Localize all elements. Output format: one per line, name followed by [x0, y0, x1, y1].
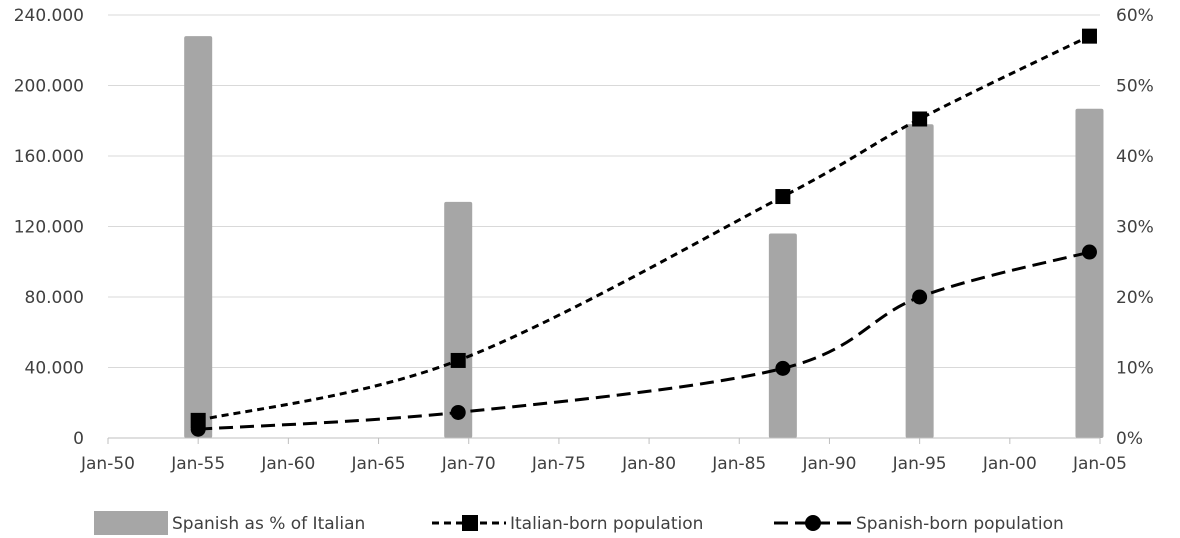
- legend-label-italian: Italian-born population: [510, 514, 703, 534]
- series-line-spanish: [198, 250, 1090, 431]
- y-left-tick-label: 120.000: [14, 218, 84, 238]
- x-tick-label: Jan-55: [170, 454, 225, 474]
- series-line-italian: [197, 34, 1091, 422]
- x-tick-label: Jan-70: [441, 454, 496, 474]
- y-left-tick-label: 240.000: [14, 6, 84, 26]
- y-left-tick-label: 160.000: [14, 147, 84, 167]
- y-right-tick-label: 30%: [1116, 218, 1154, 238]
- x-axis: Jan-50 Jan-55 Jan-60 Jan-65 Jan-70 Jan-75 Jan-…: [80, 437, 1127, 474]
- y-right-tick-label: 10%: [1116, 359, 1154, 379]
- x-tick-label: Jan-90: [801, 454, 856, 474]
- x-tick-label: Jan-65: [351, 454, 406, 474]
- bar: [184, 36, 213, 439]
- y-left-tick-label: 80.000: [25, 288, 84, 308]
- legend: Spanish as % of Italian Italian-born pop…: [94, 511, 1064, 535]
- x-tick-label: Jan-85: [711, 454, 766, 474]
- y-left-tick-label: 40.000: [25, 359, 84, 379]
- point-marker-square: [1081, 28, 1097, 44]
- legend-square-marker-icon: [462, 515, 478, 531]
- legend-circle-marker-icon: [805, 515, 821, 531]
- point-marker-circle: [1081, 244, 1097, 260]
- legend-bar-swatch: [94, 511, 168, 535]
- y-axis-right: 0% 10% 20% 30% 40% 50% 60%: [1116, 6, 1154, 449]
- y-left-tick-label: 200.000: [14, 77, 84, 97]
- point-marker-square: [450, 352, 466, 368]
- bar: [768, 233, 797, 438]
- x-tick-label: Jan-60: [260, 454, 315, 474]
- bar-series-spanish-pct: [184, 36, 1104, 439]
- point-marker-circle: [190, 421, 206, 437]
- legend-label-spanish: Spanish-born population: [856, 514, 1064, 534]
- x-tick-label: Jan-05: [1072, 454, 1127, 474]
- y-right-tick-label: 50%: [1116, 77, 1154, 97]
- y-right-tick-label: 40%: [1116, 147, 1154, 167]
- x-tick-label: Jan-80: [621, 454, 676, 474]
- point-marker-square: [775, 189, 791, 205]
- point-marker-circle: [450, 404, 466, 420]
- x-tick-label: Jan-75: [531, 454, 586, 474]
- bar: [1075, 108, 1104, 438]
- y-right-tick-label: 60%: [1116, 6, 1154, 26]
- x-tick-label: Jan-95: [892, 454, 947, 474]
- x-tick-label: Jan-00: [982, 454, 1037, 474]
- x-tick-label: Jan-50: [80, 454, 135, 474]
- y-right-tick-label: 0%: [1116, 429, 1143, 449]
- line-series-group: [190, 28, 1097, 437]
- bar: [905, 124, 934, 439]
- gridlines: [108, 14, 1100, 368]
- legend-label-spanish-pct: Spanish as % of Italian: [172, 514, 365, 534]
- y-left-tick-label: 0: [73, 429, 84, 449]
- point-marker-circle: [775, 360, 791, 376]
- y-right-tick-label: 20%: [1116, 288, 1154, 308]
- bar: [444, 201, 473, 438]
- y-axis-left: 0 40.000 80.000 120.000 160.000 200.000 240.00…: [14, 6, 84, 449]
- point-marker-square: [912, 111, 928, 127]
- point-marker-circle: [912, 289, 928, 305]
